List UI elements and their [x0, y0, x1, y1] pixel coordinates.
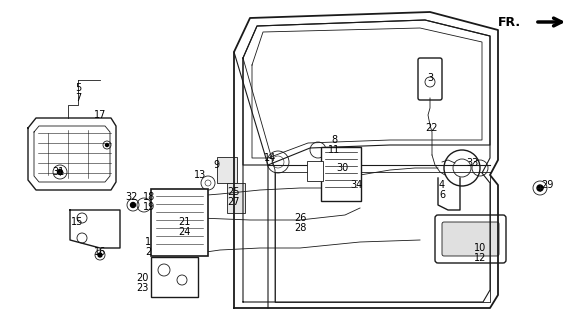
- Text: 13: 13: [194, 170, 206, 180]
- Text: 16: 16: [94, 247, 106, 257]
- Text: 7: 7: [75, 93, 81, 103]
- Text: 8: 8: [331, 135, 337, 145]
- FancyBboxPatch shape: [151, 189, 208, 256]
- Text: 24: 24: [178, 227, 190, 237]
- Text: 12: 12: [474, 253, 486, 263]
- Text: 30: 30: [336, 163, 348, 173]
- Text: 25: 25: [228, 187, 240, 197]
- Text: 18: 18: [143, 192, 155, 202]
- Circle shape: [130, 203, 136, 207]
- FancyBboxPatch shape: [435, 215, 506, 263]
- Text: 17: 17: [94, 110, 106, 120]
- Text: 32: 32: [125, 192, 137, 202]
- FancyBboxPatch shape: [321, 147, 361, 201]
- Text: 20: 20: [136, 273, 148, 283]
- FancyBboxPatch shape: [151, 257, 198, 297]
- Text: 15: 15: [71, 217, 83, 227]
- Text: 5: 5: [75, 83, 81, 93]
- Text: 31: 31: [52, 167, 64, 177]
- Circle shape: [105, 143, 108, 147]
- FancyBboxPatch shape: [418, 58, 442, 100]
- FancyBboxPatch shape: [307, 161, 323, 181]
- Text: 2: 2: [145, 247, 151, 257]
- Text: 23: 23: [136, 283, 148, 293]
- Text: 26: 26: [294, 213, 306, 223]
- FancyBboxPatch shape: [217, 157, 237, 183]
- Text: 33: 33: [466, 158, 478, 168]
- Text: 11: 11: [328, 145, 340, 155]
- Circle shape: [58, 170, 62, 174]
- Text: 14: 14: [264, 153, 276, 163]
- Text: 28: 28: [294, 223, 306, 233]
- Text: 3: 3: [427, 73, 433, 83]
- Text: 21: 21: [178, 217, 190, 227]
- Text: 9: 9: [213, 160, 219, 170]
- FancyBboxPatch shape: [442, 222, 499, 256]
- FancyBboxPatch shape: [227, 183, 245, 213]
- Text: 6: 6: [439, 190, 445, 200]
- Text: 1: 1: [145, 237, 151, 247]
- Circle shape: [537, 185, 543, 191]
- Text: 22: 22: [426, 123, 438, 133]
- Text: 27: 27: [228, 197, 240, 207]
- Circle shape: [98, 253, 102, 257]
- Text: 29: 29: [541, 180, 553, 190]
- Text: 10: 10: [474, 243, 486, 253]
- Text: FR.: FR.: [498, 15, 520, 28]
- Text: 4: 4: [439, 180, 445, 190]
- Text: 19: 19: [143, 202, 155, 212]
- Text: 34: 34: [350, 180, 362, 190]
